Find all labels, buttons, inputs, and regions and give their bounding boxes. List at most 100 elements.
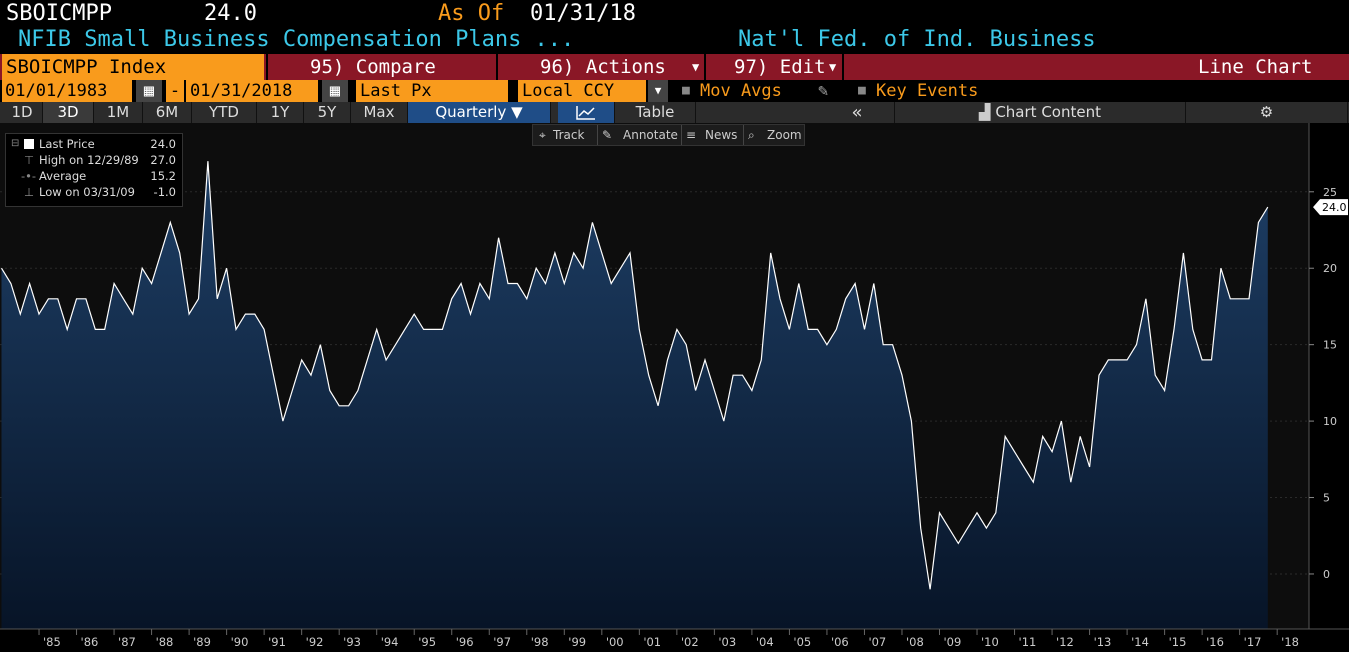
annotate-icon[interactable]: ✎ — [597, 125, 612, 145]
period-bar: 1D 3D 1M 6M YTD 1Y 5Y Max Quarterly ▼ Ta… — [0, 102, 1349, 123]
field-select[interactable]: Last Px — [356, 80, 508, 102]
x-tick-label: '17 — [1244, 635, 1262, 649]
edit-button[interactable]: 97) Edit — [734, 56, 826, 78]
actions-button[interactable]: 96) Actions — [540, 56, 666, 78]
last-value-tag — [1313, 199, 1348, 216]
y-tick-label: 10 — [1323, 415, 1337, 428]
security-description: NFIB Small Business Compensation Plans .… — [18, 27, 575, 52]
chart-type-button[interactable]: Line Chart — [1198, 56, 1313, 78]
zoom-button[interactable]: Zoom — [767, 128, 802, 142]
currency-select[interactable]: Local CCY — [518, 80, 646, 102]
period-1y[interactable]: 1Y — [257, 102, 304, 123]
start-calendar-icon[interactable]: ▦ — [136, 80, 162, 102]
x-tick-label: '14 — [1131, 635, 1149, 649]
x-tick-label: '11 — [1019, 635, 1037, 649]
x-tick-label: '99 — [568, 635, 586, 649]
x-tick-label: '87 — [118, 635, 136, 649]
annotate-button[interactable]: Annotate — [623, 128, 678, 142]
period-ytd[interactable]: YTD — [192, 102, 257, 123]
line-chart-view-icon[interactable] — [558, 102, 615, 123]
mov-avgs-checkbox[interactable]: ■ — [682, 83, 690, 98]
y-tick-label: 25 — [1323, 186, 1337, 199]
x-tick-label: '15 — [1169, 635, 1187, 649]
track-button[interactable]: Track — [553, 128, 585, 142]
settings-gear-icon[interactable]: ⚙ — [1186, 102, 1348, 123]
last-value-marker: 24.0 — [1313, 199, 1348, 216]
y-tick-label: 5 — [1323, 492, 1330, 505]
legend-average-value: 15.2 — [150, 169, 176, 183]
last-price-swatch — [24, 139, 34, 149]
x-tick-label: '85 — [43, 635, 61, 649]
key-events-checkbox[interactable]: ■ — [858, 83, 866, 98]
pencil-icon[interactable]: ✎ — [818, 81, 829, 101]
x-tick-label: '06 — [831, 635, 849, 649]
average-marker-icon: -•- — [21, 169, 37, 183]
last-value: 24.0 — [204, 1, 257, 26]
currency-dropdown-icon[interactable]: ▼ — [648, 80, 668, 102]
x-axis-band — [0, 629, 1349, 652]
track-icon[interactable]: ⌖ — [539, 128, 546, 142]
actions-dropdown-icon[interactable]: ▼ — [692, 60, 700, 74]
chart-content-label: Chart Content — [995, 103, 1101, 121]
x-tick-label: '96 — [456, 635, 474, 649]
x-tick-label: '18 — [1281, 635, 1299, 649]
x-tick-label: '13 — [1094, 635, 1112, 649]
x-tick-label: '93 — [343, 635, 361, 649]
legend-low-value: -1.0 — [153, 185, 176, 199]
legend-low-label: Low on 03/31/09 — [39, 185, 135, 199]
period-1m[interactable]: 1M — [94, 102, 143, 123]
period-1d[interactable]: 1D — [2, 102, 43, 123]
edit-dropdown-icon[interactable]: ▼ — [829, 60, 837, 74]
legend-last-label: Last Price — [39, 137, 95, 151]
title-bar: SBOICMPP 24.0 As Of 01/31/18 — [0, 0, 1349, 28]
x-tick-label: '92 — [306, 635, 324, 649]
period-max[interactable]: Max — [351, 102, 408, 123]
x-tick-label: '90 — [231, 635, 249, 649]
security-input[interactable]: SBOICMPP Index — [2, 54, 264, 80]
x-tick-label: '98 — [531, 635, 549, 649]
x-tick-label: '02 — [681, 635, 699, 649]
collapse-button[interactable]: « — [820, 102, 895, 123]
table-view-button[interactable]: Table — [615, 102, 696, 123]
frequency-select[interactable]: Quarterly ▼ — [408, 102, 551, 123]
end-date-input[interactable]: 01/31/2018 — [186, 80, 318, 102]
date-dash: - — [166, 80, 184, 102]
legend-high-label: High on 12/29/89 — [39, 153, 139, 167]
x-tick-label: '01 — [643, 635, 661, 649]
end-calendar-icon[interactable]: ▦ — [322, 80, 348, 102]
low-marker-icon: ⊥ — [24, 185, 35, 199]
price-line — [0, 161, 1269, 590]
period-3d[interactable]: 3D — [43, 102, 94, 123]
news-icon[interactable]: ≡ — [681, 125, 696, 145]
period-5y[interactable]: 5Y — [304, 102, 351, 123]
mov-avgs-label[interactable]: Mov Avgs — [700, 81, 782, 101]
price-chart[interactable]: 0 5 10 15 20 25 '85 '86 '87 '88 '89 '90 '91 '92 '93 '9… — [0, 123, 1349, 652]
x-tick-label: '10 — [981, 635, 999, 649]
series-line — [0, 161, 1269, 590]
x-tick-label: '05 — [793, 635, 811, 649]
start-date-input[interactable]: 01/01/1983 — [2, 80, 132, 102]
description-bar: NFIB Small Business Compensation Plans .… — [0, 27, 1349, 53]
period-6m[interactable]: 6M — [143, 102, 192, 123]
key-events-label[interactable]: Key Events — [876, 81, 979, 101]
as-of-label: As Of — [438, 1, 505, 26]
x-tick-label: '03 — [718, 635, 736, 649]
x-tick-label: '94 — [381, 635, 399, 649]
ticker-symbol: SBOICMPP — [6, 1, 112, 26]
legend-average-label: Average — [39, 169, 87, 183]
x-tick-label: '08 — [906, 635, 924, 649]
last-value-tag-label: 24.0 — [1322, 201, 1347, 214]
high-marker-icon: ⊤ — [24, 153, 35, 167]
collapse-legend-icon[interactable]: ⊟ — [11, 138, 20, 149]
y-tick-label: 15 — [1323, 339, 1337, 352]
x-tick-label: '07 — [868, 635, 886, 649]
news-button[interactable]: News — [705, 128, 738, 142]
chart-content-icon: ▟ — [979, 103, 996, 121]
chart-content-button[interactable]: ▟ Chart Content — [895, 102, 1186, 123]
x-axis: '85 '86 '87 '88 '89 '90 '91 '92 '93 '94 '95 '96 '97 '… — [0, 628, 1349, 652]
zoom-icon[interactable]: ⌕ — [743, 125, 755, 145]
x-tick-label: '95 — [418, 635, 436, 649]
y-tick-label: 0 — [1323, 568, 1330, 581]
legend-last-value: 24.0 — [150, 137, 176, 151]
compare-button[interactable]: 95) Compare — [310, 56, 436, 78]
